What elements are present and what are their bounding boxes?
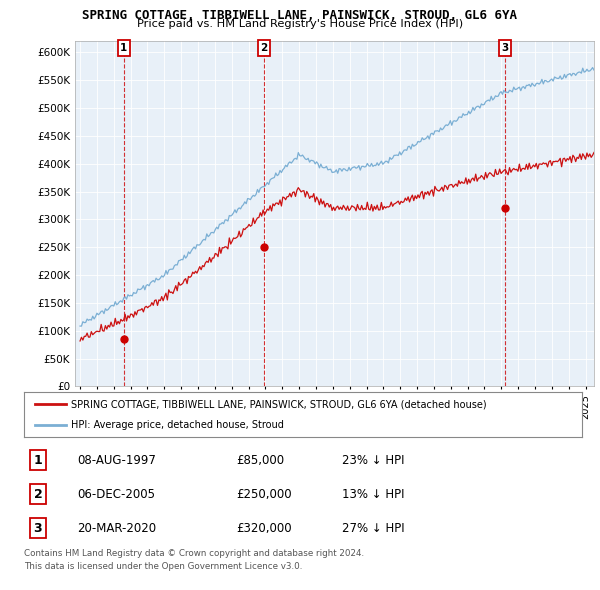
Text: 08-AUG-1997: 08-AUG-1997 xyxy=(77,454,156,467)
Text: £250,000: £250,000 xyxy=(236,487,292,501)
Text: 27% ↓ HPI: 27% ↓ HPI xyxy=(342,522,404,535)
Text: £320,000: £320,000 xyxy=(236,522,292,535)
Text: 3: 3 xyxy=(34,522,42,535)
Text: £85,000: £85,000 xyxy=(236,454,284,467)
Text: 3: 3 xyxy=(502,43,509,53)
Text: 1: 1 xyxy=(34,454,43,467)
Text: 2: 2 xyxy=(34,487,43,501)
Text: SPRING COTTAGE, TIBBIWELL LANE, PAINSWICK, STROUD, GL6 6YA: SPRING COTTAGE, TIBBIWELL LANE, PAINSWIC… xyxy=(83,9,517,22)
Text: 13% ↓ HPI: 13% ↓ HPI xyxy=(342,487,404,501)
Text: HPI: Average price, detached house, Stroud: HPI: Average price, detached house, Stro… xyxy=(71,419,284,430)
Text: 2: 2 xyxy=(260,43,268,53)
Text: SPRING COTTAGE, TIBBIWELL LANE, PAINSWICK, STROUD, GL6 6YA (detached house): SPRING COTTAGE, TIBBIWELL LANE, PAINSWIC… xyxy=(71,399,487,409)
Text: 1: 1 xyxy=(121,43,128,53)
Text: Contains HM Land Registry data © Crown copyright and database right 2024.: Contains HM Land Registry data © Crown c… xyxy=(24,549,364,558)
Text: Price paid vs. HM Land Registry's House Price Index (HPI): Price paid vs. HM Land Registry's House … xyxy=(137,19,463,29)
Text: 06-DEC-2005: 06-DEC-2005 xyxy=(77,487,155,501)
Text: 23% ↓ HPI: 23% ↓ HPI xyxy=(342,454,404,467)
Text: 20-MAR-2020: 20-MAR-2020 xyxy=(77,522,156,535)
Text: This data is licensed under the Open Government Licence v3.0.: This data is licensed under the Open Gov… xyxy=(24,562,302,571)
